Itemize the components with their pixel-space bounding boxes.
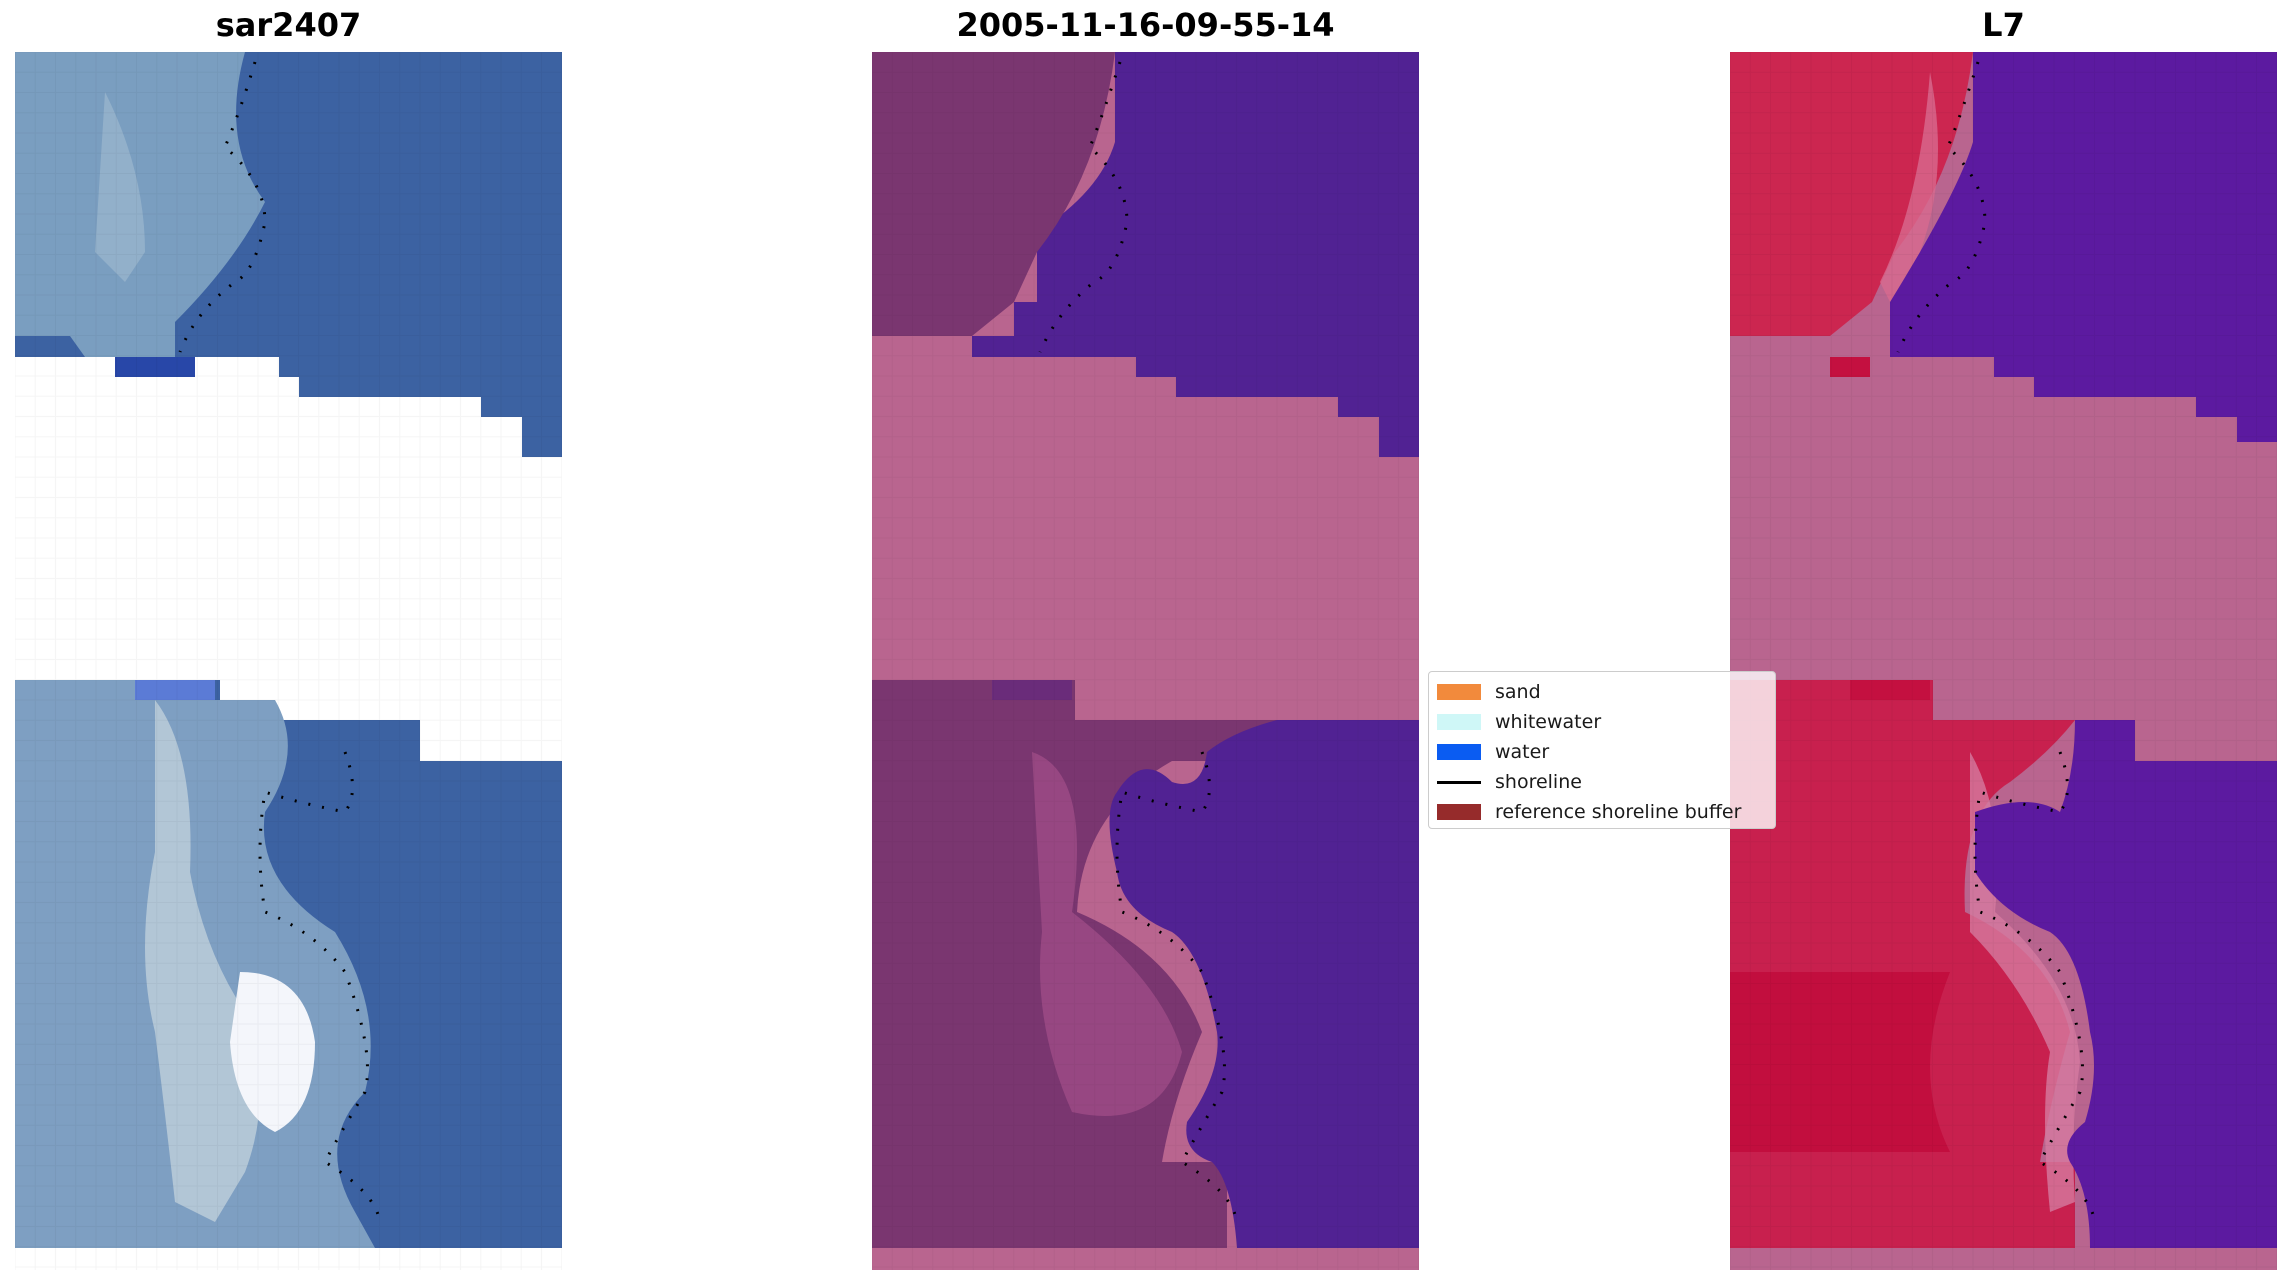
legend-label-water: water: [1495, 741, 1550, 763]
legend-line-shoreline: [1437, 780, 1481, 784]
index-panel: [1730, 52, 2277, 1270]
legend-item-reference-buffer: reference shoreline buffer: [1437, 800, 1741, 824]
classified-shoreline-bottom: [1115, 751, 1239, 1223]
classified-panel: [872, 52, 1419, 1270]
panel-title-index: L7: [1982, 6, 2025, 44]
legend-label-shoreline: shoreline: [1495, 771, 1582, 793]
legend-label-sand: sand: [1495, 681, 1541, 703]
rgb-image-panel: [15, 52, 562, 1270]
legend: sand whitewater water shoreline referenc…: [1428, 671, 1776, 829]
legend-item-shoreline: shoreline: [1437, 770, 1582, 794]
legend-swatch-sand: [1437, 684, 1481, 700]
panel-title-classified: 2005-11-16-09-55-14: [956, 6, 1335, 44]
legend-item-water: water: [1437, 740, 1549, 764]
rgb-shoreline-bottom: [258, 751, 382, 1223]
legend-swatch-whitewater: [1437, 714, 1481, 730]
legend-label-whitewater: whitewater: [1495, 711, 1602, 733]
legend-item-whitewater: whitewater: [1437, 710, 1601, 734]
legend-swatch-water: [1437, 744, 1481, 760]
legend-swatch-reference-buffer: [1437, 804, 1481, 820]
panel-title-rgb: sar2407: [215, 6, 362, 44]
legend-label-reference-buffer: reference shoreline buffer: [1495, 801, 1742, 823]
legend-item-sand: sand: [1437, 680, 1541, 704]
index-shoreline-bottom: [1973, 751, 2097, 1223]
